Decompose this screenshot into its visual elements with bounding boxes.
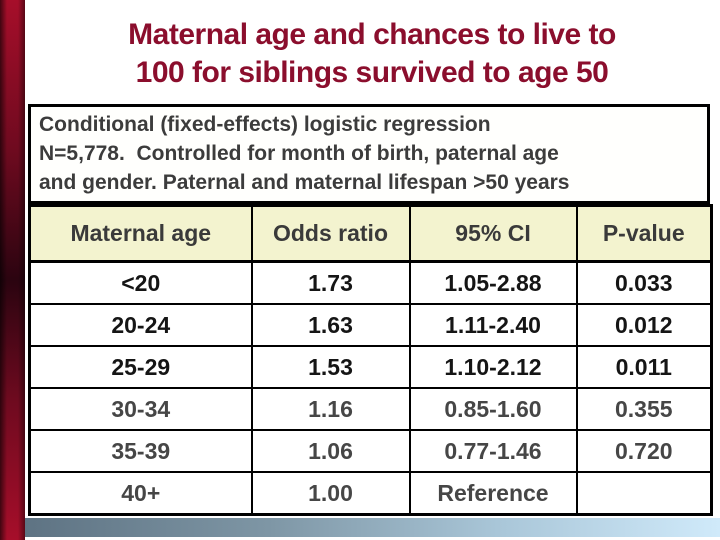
cell-odds-ratio: 1.73 [250, 260, 411, 305]
cell-maternal-age: 20-24 [28, 303, 253, 347]
cell-p-value: 0.033 [575, 260, 713, 305]
note-line-1: Conditional (fixed-effects) logistic reg… [39, 113, 491, 136]
title-line-2: 100 for siblings survived to age 50 [135, 55, 609, 89]
cell-p-value [575, 471, 713, 516]
results-table: Maternal age Odds ratio 95% CI P-value <… [28, 204, 713, 516]
table-row: 25-29 1.53 1.10-2.12 0.011 [28, 345, 713, 389]
header-maternal-age: Maternal age [28, 204, 253, 263]
title-line-1: Maternal age and chances to live to [128, 18, 616, 51]
cell-95-ci: 0.85-1.60 [408, 387, 578, 431]
cell-odds-ratio: 1.00 [250, 471, 411, 516]
table-row: 35-39 1.06 0.77-1.46 0.720 [28, 429, 713, 473]
header-95-ci: 95% CI [408, 204, 578, 263]
cell-95-ci: 0.77-1.46 [408, 429, 578, 473]
cell-95-ci: 1.11-2.40 [408, 303, 578, 347]
cell-odds-ratio: 1.06 [250, 429, 411, 473]
cell-maternal-age: 30-34 [28, 387, 253, 431]
cell-maternal-age: 25-29 [28, 345, 253, 389]
table-row: 30-34 1.16 0.85-1.60 0.355 [28, 387, 713, 431]
cell-p-value: 0.355 [575, 387, 713, 431]
cell-p-value: 0.011 [575, 345, 713, 389]
note-line-3: and gender. Paternal and maternal lifesp… [39, 171, 570, 194]
cell-maternal-age: 35-39 [28, 429, 253, 473]
cell-maternal-age: 40+ [28, 471, 253, 516]
cell-95-ci: 1.05-2.88 [408, 260, 578, 305]
cell-odds-ratio: 1.53 [250, 345, 411, 389]
note-line-2: N=5,778. Controlled for month of birth, … [39, 142, 559, 165]
bottom-gradient-bar [25, 518, 720, 537]
table-row: 40+ 1.00 Reference [28, 471, 713, 516]
table-header: Maternal age Odds ratio 95% CI P-value [28, 204, 713, 263]
cell-maternal-age: <20 [28, 260, 253, 305]
cell-95-ci: 1.10-2.12 [408, 345, 578, 389]
table-body: <20 1.73 1.05-2.88 0.033 20-24 1.63 1.11… [28, 260, 713, 516]
left-accent-bar [0, 0, 25, 540]
cell-odds-ratio: 1.63 [250, 303, 411, 347]
cell-p-value: 0.720 [575, 429, 713, 473]
header-odds-ratio: Odds ratio [250, 204, 411, 263]
table-row: <20 1.73 1.05-2.88 0.033 [28, 260, 713, 305]
methods-note-box: Conditional (fixed-effects) logistic reg… [28, 104, 710, 204]
cell-95-ci: Reference [408, 471, 578, 516]
table-row: 20-24 1.63 1.11-2.40 0.012 [28, 303, 713, 347]
cell-p-value: 0.012 [575, 303, 713, 347]
cell-odds-ratio: 1.16 [250, 387, 411, 431]
slide-title: Maternal age and chances to live to 100 … [32, 16, 712, 91]
header-p-value: P-value [575, 204, 713, 263]
